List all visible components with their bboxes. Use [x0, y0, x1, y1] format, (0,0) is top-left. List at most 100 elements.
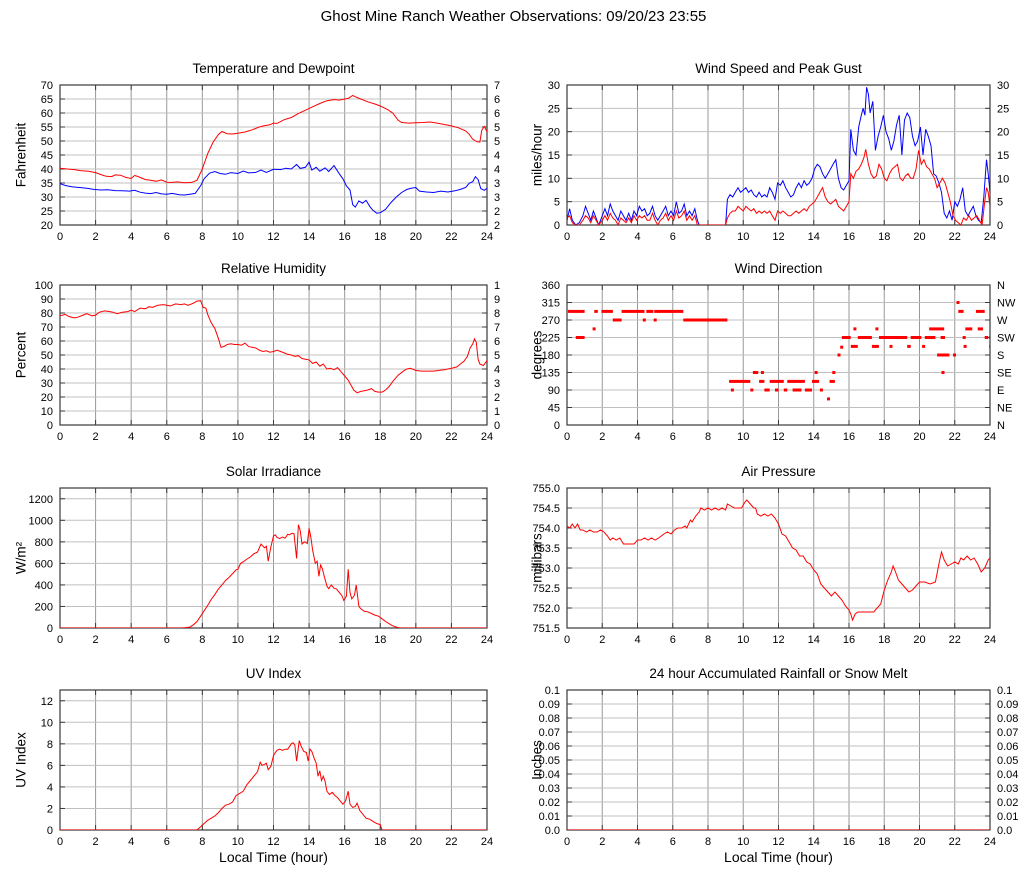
- svg-text:2: 2: [93, 634, 99, 646]
- svg-text:752.0: 752.0: [532, 603, 560, 615]
- svg-text:135: 135: [542, 368, 560, 380]
- svg-text:90: 90: [494, 294, 500, 306]
- svg-text:20: 20: [494, 392, 500, 404]
- svg-text:0.03: 0.03: [539, 783, 560, 795]
- svg-text:0.1: 0.1: [545, 685, 560, 697]
- svg-text:0: 0: [57, 231, 63, 243]
- svg-text:20: 20: [410, 431, 422, 443]
- svg-text:0: 0: [47, 623, 53, 635]
- svg-text:0.0: 0.0: [997, 825, 1012, 837]
- svg-text:18: 18: [878, 431, 890, 443]
- svg-text:0.07: 0.07: [539, 727, 560, 739]
- svg-text:E: E: [997, 385, 1004, 397]
- svg-text:2: 2: [93, 231, 99, 243]
- svg-text:225: 225: [542, 333, 560, 345]
- svg-text:24: 24: [481, 431, 493, 443]
- svg-text:6: 6: [164, 431, 170, 443]
- svg-text:0.1: 0.1: [997, 685, 1012, 697]
- svg-text:24: 24: [481, 836, 493, 848]
- svg-text:4: 4: [634, 231, 640, 243]
- svg-text:80: 80: [41, 308, 53, 320]
- svg-text:2: 2: [599, 836, 605, 848]
- svg-text:18: 18: [878, 836, 890, 848]
- svg-text:4: 4: [47, 782, 53, 794]
- svg-text:6: 6: [670, 431, 676, 443]
- svg-text:24: 24: [984, 634, 996, 646]
- svg-text:0.09: 0.09: [997, 699, 1018, 711]
- svg-text:0: 0: [554, 220, 560, 232]
- svg-text:14: 14: [808, 431, 820, 443]
- svg-text:0.04: 0.04: [539, 769, 560, 781]
- svg-text:14: 14: [808, 231, 820, 243]
- temperature-dewpoint-plot: 0246810121416182022242020252530303535404…: [41, 80, 500, 243]
- svg-text:20: 20: [913, 634, 925, 646]
- svg-text:22: 22: [949, 634, 961, 646]
- svg-text:70: 70: [41, 80, 53, 92]
- svg-text:0: 0: [57, 836, 63, 848]
- svg-text:25: 25: [494, 206, 500, 218]
- svg-text:SW: SW: [997, 333, 1015, 345]
- svg-text:8: 8: [199, 634, 205, 646]
- svg-text:4: 4: [128, 836, 134, 848]
- svg-text:SE: SE: [997, 368, 1012, 380]
- svg-text:600: 600: [35, 558, 53, 570]
- svg-text:24: 24: [481, 231, 493, 243]
- svg-text:55: 55: [494, 122, 500, 134]
- svg-text:10: 10: [232, 231, 244, 243]
- svg-text:12: 12: [267, 836, 279, 848]
- svg-text:50: 50: [41, 136, 53, 148]
- svg-text:270: 270: [542, 315, 560, 327]
- svg-text:24: 24: [984, 836, 996, 848]
- svg-text:6: 6: [670, 634, 676, 646]
- svg-text:754.0: 754.0: [532, 523, 560, 535]
- svg-text:18: 18: [374, 634, 386, 646]
- chart-solar-irradiance: Solar Irradiance W/m² 0 2 4 6 8 10 12 14 16 18 20 2…: [0, 458, 500, 658]
- svg-text:S: S: [997, 350, 1004, 362]
- svg-text:24: 24: [984, 431, 996, 443]
- chart-title: 24 hour Accumulated Rainfall or Snow Mel…: [649, 666, 908, 681]
- svg-text:16: 16: [339, 231, 351, 243]
- svg-text:20: 20: [410, 836, 422, 848]
- svg-text:30: 30: [494, 378, 500, 390]
- chart-title: Wind Speed and Peak Gust: [695, 61, 862, 76]
- svg-text:6: 6: [164, 231, 170, 243]
- svg-text:24: 24: [984, 231, 996, 243]
- svg-text:8: 8: [199, 431, 205, 443]
- svg-text:10: 10: [737, 431, 749, 443]
- svg-text:5: 5: [997, 197, 1003, 209]
- svg-text:10: 10: [737, 231, 749, 243]
- svg-text:15: 15: [997, 150, 1009, 162]
- svg-text:12: 12: [267, 431, 279, 443]
- svg-text:180: 180: [542, 350, 560, 362]
- svg-text:18: 18: [878, 231, 890, 243]
- svg-text:10: 10: [548, 173, 560, 185]
- svg-text:20: 20: [913, 231, 925, 243]
- svg-text:8: 8: [47, 739, 53, 751]
- svg-text:22: 22: [445, 431, 457, 443]
- x-axis-label: Local Time (hour): [219, 849, 328, 865]
- svg-text:0.0: 0.0: [545, 825, 560, 837]
- svg-text:100: 100: [494, 280, 500, 292]
- svg-text:6: 6: [670, 836, 676, 848]
- svg-text:22: 22: [445, 634, 457, 646]
- svg-text:2: 2: [599, 634, 605, 646]
- chart-rainfall: 24 hour Accumulated Rainfall or Snow Mel…: [505, 660, 1027, 878]
- svg-text:0: 0: [564, 231, 570, 243]
- relative-humidity-plot: 0246810121416182022240010102020303040405…: [35, 280, 500, 443]
- svg-text:10: 10: [41, 717, 53, 729]
- svg-text:16: 16: [339, 634, 351, 646]
- svg-text:0.06: 0.06: [539, 741, 560, 753]
- svg-text:65: 65: [494, 94, 500, 106]
- svg-text:4: 4: [128, 231, 134, 243]
- svg-text:22: 22: [949, 431, 961, 443]
- svg-text:10: 10: [41, 406, 53, 418]
- svg-text:16: 16: [843, 231, 855, 243]
- svg-text:12: 12: [267, 634, 279, 646]
- svg-text:16: 16: [843, 836, 855, 848]
- svg-text:0: 0: [564, 634, 570, 646]
- svg-text:12: 12: [41, 696, 53, 708]
- svg-text:6: 6: [670, 231, 676, 243]
